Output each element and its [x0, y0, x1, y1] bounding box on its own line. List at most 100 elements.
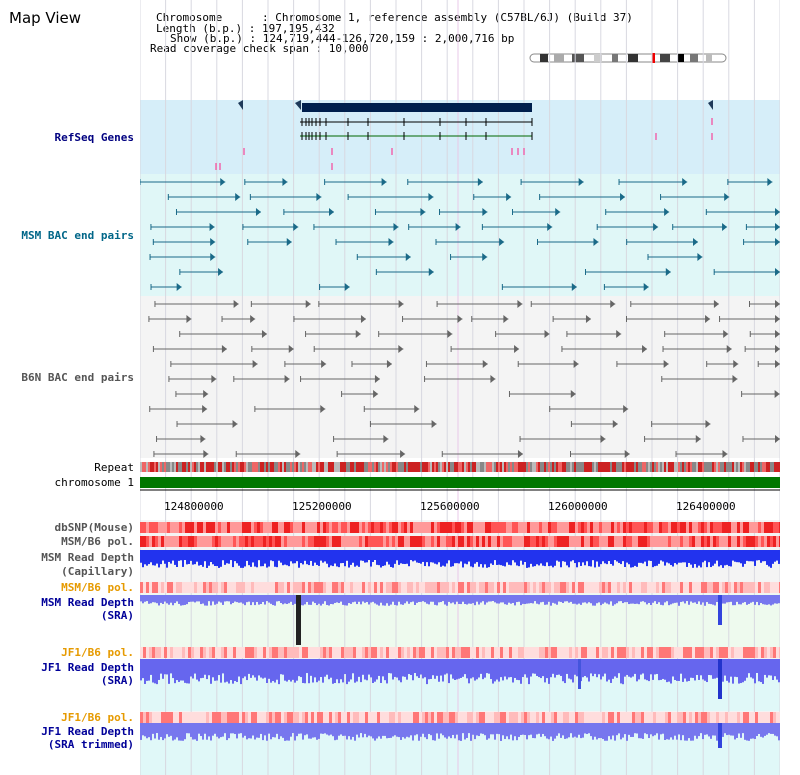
bac-end-pair [501, 283, 577, 291]
info-coverage: Read coverage check span : 10,000 [150, 42, 369, 55]
bac-end-pair [749, 300, 780, 308]
track-label-msm-cap-2[interactable]: (Capillary) [61, 565, 134, 578]
track-label-msm-b6-pol[interactable]: MSM/B6 pol. [61, 535, 134, 548]
track-label-jf1-sra-1[interactable]: JF1 Read Depth [41, 661, 134, 674]
bac-end-pair [341, 390, 379, 398]
bac-end-pair [347, 193, 434, 201]
bac-end-pair [549, 405, 629, 413]
refseq-band [140, 100, 780, 174]
bac-end-pair [407, 178, 483, 186]
bac-end-pair [435, 238, 505, 246]
bac-end-pair [249, 193, 322, 201]
bac-end-pair [618, 178, 688, 186]
bac-end-pair [566, 330, 622, 338]
bac-end-pair [625, 315, 711, 323]
bac-end-pair [603, 283, 649, 291]
bac-end-pair [324, 178, 387, 186]
bac-end-pair [313, 345, 404, 353]
track-label-refseq[interactable]: RefSeq Genes [54, 131, 134, 144]
bac-end-pair [153, 450, 209, 458]
bac-end-pair [179, 330, 267, 338]
chromosome-bar [140, 477, 780, 488]
bac-end-pair [369, 420, 437, 428]
track-label-jf1-sra-2[interactable]: (SRA) [100, 674, 134, 687]
bac-end-pair [333, 435, 389, 443]
bac-end-pair [154, 300, 239, 308]
track-label-jf1-trim-1[interactable]: JF1 Read Depth [41, 725, 134, 738]
bac-end-pair [254, 405, 326, 413]
msm-bac-track[interactable] [140, 174, 780, 296]
bac-end-pair [596, 223, 659, 231]
bac-end-pair [539, 193, 626, 201]
bac-end-pair [293, 315, 366, 323]
bac-end-pair [719, 315, 780, 323]
bac-end-pair [149, 253, 216, 261]
bac-end-pair [441, 450, 523, 458]
jf1-trim-depth [140, 723, 780, 748]
bac-end-pair [520, 178, 584, 186]
bac-end-pair [616, 360, 669, 368]
track-label-msm-bac[interactable]: MSM BAC end pairs [21, 229, 134, 242]
track-label-b6n-bac[interactable]: B6N BAC end pairs [21, 371, 134, 384]
bac-end-pair [512, 208, 561, 216]
chromosome-ideogram[interactable] [528, 52, 730, 64]
bac-end-pair [149, 405, 208, 413]
bac-end-pair [436, 300, 523, 308]
bac-end-pair [167, 193, 241, 201]
track-label-msm-sra-1[interactable]: MSM Read Depth [41, 596, 134, 609]
track-label-jf1-b6-pol-2[interactable]: JF1/B6 pol. [61, 711, 134, 724]
bac-end-pair [375, 268, 434, 276]
track-label-msm-sra-2[interactable]: (SRA) [100, 609, 134, 622]
msm-capillary-depth [140, 550, 780, 568]
bac-end-pair [402, 315, 463, 323]
bac-end-pair [660, 193, 730, 201]
bac-end-pair [179, 268, 224, 276]
bac-end-pair [742, 435, 780, 443]
bac-end-pair [626, 238, 699, 246]
bac-end-pair [300, 375, 380, 383]
bac-end-pair [319, 283, 350, 291]
bac-end-pair [745, 223, 780, 231]
bac-end-pair [561, 345, 648, 353]
info-chromosome: Chromosome : Chromosome 1, reference ass… [156, 11, 633, 24]
axis-tick-label: 125200000 [292, 500, 352, 513]
msm-bac-band [140, 174, 780, 296]
bac-end-pair [661, 375, 738, 383]
bac-end-pair [481, 223, 553, 231]
bac-end-pair [705, 208, 780, 216]
bac-end-pair [757, 360, 780, 368]
jf1-b6-pol-strip [140, 647, 780, 658]
position-axis [140, 489, 780, 491]
bac-end-pair [662, 345, 732, 353]
track-label-dbsnp[interactable]: dbSNP(Mouse) [54, 521, 134, 534]
axis-tick-label: 126000000 [548, 500, 608, 513]
bac-end-pair [363, 405, 420, 413]
info-show: Show (b.p.) : 124,719,444-126,720,159 : … [170, 32, 515, 45]
track-label-jf1-b6-pol[interactable]: JF1/B6 pol. [61, 646, 134, 659]
bac-end-pair [630, 300, 719, 308]
bac-end-pair [284, 360, 327, 368]
bac-end-pair [744, 345, 780, 353]
track-label-jf1-trim-2[interactable]: (SRA trimmed) [47, 738, 134, 751]
bac-end-pair [140, 178, 226, 186]
bac-end-pair [318, 300, 404, 308]
bac-end-pair [175, 208, 261, 216]
bac-end-pair [651, 420, 711, 428]
bac-end-pair [552, 315, 591, 323]
bac-end-pair [244, 178, 288, 186]
bac-end-pair [570, 420, 618, 428]
axis-tick-label: 125600000 [420, 500, 480, 513]
page-title: Map View [9, 9, 82, 27]
bac-end-pair [235, 450, 301, 458]
track-label-msm-b6-pol-2[interactable]: MSM/B6 pol. [61, 581, 134, 594]
bac-end-pair [233, 375, 290, 383]
b6n-bac-track[interactable] [140, 296, 780, 458]
bac-end-pair [644, 435, 701, 443]
bac-end-pair [647, 253, 703, 261]
track-label-msm-cap-1[interactable]: MSM Read Depth [41, 551, 134, 564]
refseq-genes-track[interactable] [140, 100, 780, 174]
bac-end-pair [439, 208, 488, 216]
bac-end-pair [176, 420, 238, 428]
bac-end-pair [156, 435, 206, 443]
bac-end-pair [664, 330, 729, 338]
